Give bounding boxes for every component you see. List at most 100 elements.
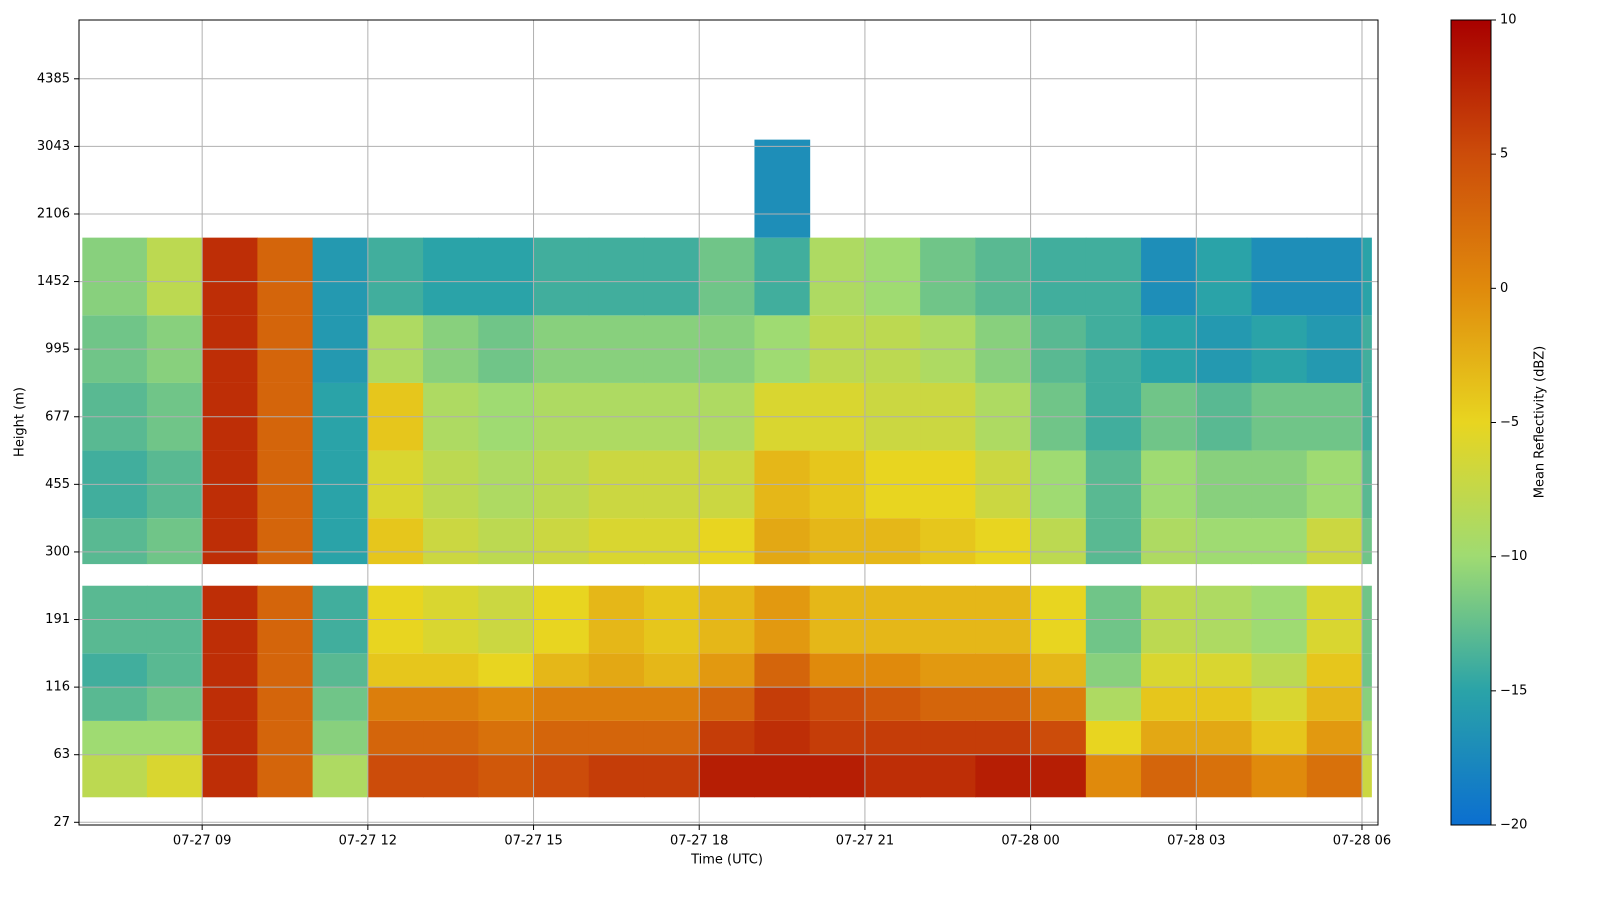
heatmap [82, 139, 1372, 798]
cell [1085, 237, 1142, 316]
cell [975, 518, 1032, 565]
cell [1196, 518, 1253, 565]
cell [367, 720, 424, 755]
cell [699, 237, 755, 316]
cell [864, 653, 921, 688]
cell [1306, 237, 1363, 316]
cell [146, 653, 203, 688]
cell [1361, 754, 1372, 798]
cell [1361, 237, 1372, 316]
y-tick-label: 116 [45, 680, 70, 695]
cell [1141, 653, 1197, 688]
cell [367, 237, 424, 316]
cell [257, 687, 314, 721]
cell [1251, 687, 1308, 721]
cell [754, 754, 811, 798]
cell [643, 687, 700, 721]
x-tick-label: 07-28 00 [1001, 834, 1059, 849]
y-axis-label: Height (m) [13, 387, 28, 457]
colorbar-tick-label: −10 [1500, 549, 1527, 564]
x-tick-label: 07-28 06 [1333, 834, 1391, 849]
cell [1251, 754, 1308, 798]
cell [809, 687, 866, 721]
cell [975, 653, 1032, 688]
cell [1085, 720, 1142, 755]
cell [643, 518, 700, 565]
cell [754, 237, 811, 316]
y-tick-label: 2106 [37, 206, 70, 221]
colorbar-tick-label: 0 [1500, 281, 1508, 296]
cell [533, 237, 590, 316]
cell [699, 720, 755, 755]
cell [478, 237, 535, 316]
cell [146, 754, 203, 798]
x-tick-label: 07-27 15 [504, 834, 562, 849]
cell [312, 237, 369, 316]
plot-frame [78, 19, 1379, 826]
cell [809, 720, 866, 755]
cell [754, 139, 811, 238]
cell [1306, 754, 1363, 798]
cell [202, 754, 258, 798]
cell [202, 237, 258, 316]
cell [1196, 720, 1253, 755]
cell [1251, 720, 1308, 755]
cell [699, 653, 755, 688]
colorbar-tick-label: −20 [1500, 818, 1527, 833]
y-tick-label: 3043 [37, 139, 70, 154]
cell [478, 653, 535, 688]
cell [588, 518, 645, 565]
cell [367, 518, 424, 565]
cell [202, 653, 258, 688]
cell [1030, 518, 1087, 565]
cell [864, 687, 921, 721]
cell [423, 653, 479, 688]
cell [1306, 720, 1363, 755]
y-tick-label: 300 [45, 544, 70, 559]
y-tick-label: 1452 [37, 274, 70, 289]
cell [920, 754, 976, 798]
cell [1361, 720, 1372, 755]
colorbar-tick-label: −15 [1500, 683, 1527, 698]
cell [257, 754, 314, 798]
colorbar-label: Mean Reflectivity (dBZ) [1533, 346, 1548, 499]
cell [864, 518, 921, 565]
cell [257, 653, 314, 688]
cell [1030, 720, 1087, 755]
cell [975, 720, 1032, 755]
cell [754, 720, 811, 755]
cell [1085, 653, 1142, 688]
x-tick-label: 07-27 18 [670, 834, 728, 849]
cell [864, 237, 921, 316]
cell [1030, 687, 1087, 721]
cell [423, 720, 479, 755]
cell [1306, 653, 1363, 688]
colorbar-tick-label: −5 [1500, 415, 1519, 430]
cell [82, 237, 148, 316]
cell [920, 653, 976, 688]
cell [864, 720, 921, 755]
cell [146, 720, 203, 755]
cell [533, 720, 590, 755]
cell [423, 518, 479, 565]
cell [146, 237, 203, 316]
cell [588, 754, 645, 798]
cell [312, 687, 369, 721]
cell [643, 237, 700, 316]
cell [478, 720, 535, 755]
cell [588, 687, 645, 721]
cell [1306, 518, 1363, 565]
x-axis-label: Time (UTC) [690, 853, 763, 868]
cell [82, 518, 148, 565]
cell [1196, 653, 1253, 688]
cell [257, 518, 314, 565]
cell [1030, 754, 1087, 798]
cell [202, 720, 258, 755]
cell [754, 653, 811, 688]
cell [1306, 687, 1363, 721]
cell [478, 518, 535, 565]
y-tick-label: 995 [45, 342, 70, 357]
cell [82, 754, 148, 798]
cell [809, 653, 866, 688]
cell [202, 518, 258, 565]
